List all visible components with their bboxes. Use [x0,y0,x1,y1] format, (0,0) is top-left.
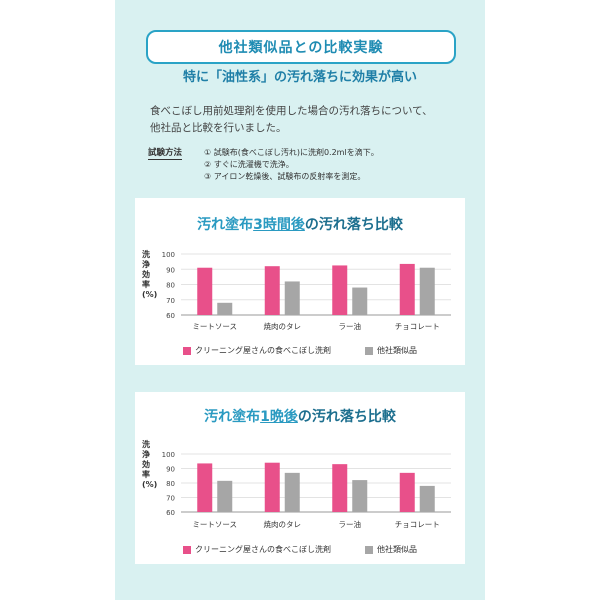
y-tick-label: 80 [166,282,175,290]
bar-ours [197,463,213,512]
y-tick-label: 90 [166,266,175,274]
y-tick-label: 60 [166,509,175,517]
chart-title-suffix: の汚れ落ち比較 [304,217,403,233]
x-category-label: ミートソース [192,322,237,331]
legend-item-ours: クリーニング屋さんの食べこぼし洗剤 [183,345,331,356]
bar-other [352,287,368,315]
y-tick-label: 60 [166,312,175,320]
bar-other [217,302,233,315]
y-tick-label: 80 [166,480,175,488]
intro-line-1: 食べこぼし用前処理剤を使用した場合の汚れ落ちについて、 [150,105,433,117]
legend-item-ours: クリーニング屋さんの食べこぼし洗剤 [183,544,331,555]
intro-line-2: 他社品と比較を行いました。 [150,122,287,134]
legend-label-ours: クリーニング屋さんの食べこぼし洗剤 [195,545,331,554]
bar-ours [399,472,415,512]
method-step-2: ② すぐに洗濯機で洗浄。 [204,160,294,169]
chart-title-highlight: 3時間後 [253,217,305,233]
method-step-3: ③ アイロン乾燥後、試験布の反射率を測定。 [204,172,366,181]
legend-item-other: 他社類似品 [365,544,417,555]
y-tick-label: 70 [166,297,175,305]
bar-ours [332,464,348,512]
legend-label-other: 他社類似品 [377,545,417,554]
legend-label-other: 他社類似品 [377,346,417,355]
legend-swatch-other [365,346,373,355]
chart-title-overnight: 汚れ塗布1晩後の汚れ落ち比較 [135,406,465,426]
page-title: 他社類似品との比較実験 [146,30,456,64]
bar-ours [264,266,280,315]
x-category-label: ミートソース [192,520,237,529]
bar-other [419,267,435,315]
chart-title-prefix: 汚れ塗布 [204,409,261,425]
bar-other [284,281,300,315]
legend-label-ours: クリーニング屋さんの食べこぼし洗剤 [195,346,331,355]
bar-ours [197,267,213,315]
y-tick-label: 90 [166,466,175,474]
method-label: 試験方法 [148,148,183,160]
bar-chart-3h: 60 70 80 90 100 ミートソース 焼肉のタレ ラー油 チョコレート [162,251,451,331]
x-category-label: ラー油 [339,519,362,529]
method-step-1: ① 試験布(食べこぼし汚れ)に洗剤0.2mlを滴下。 [204,148,379,157]
legend-swatch-ours [183,346,191,355]
x-category-label: ラー油 [339,321,362,331]
chart-legend: クリーニング屋さんの食べこぼし洗剤 他社類似品 [135,345,465,356]
chart-title-prefix: 汚れ塗布 [197,217,254,233]
x-category-label: チョコレート [395,520,440,529]
bar-ours [399,263,415,315]
chart-legend: クリーニング屋さんの食べこぼし洗剤 他社類似品 [135,544,465,555]
legend-swatch-other [365,545,373,554]
x-category-label: 焼肉のタレ [264,519,302,529]
intro-text: 食べこぼし用前処理剤を使用した場合の汚れ落ちについて、 他社品と比較を行いました… [150,103,470,137]
y-tick-label: 70 [166,495,175,503]
bar-ours [332,265,348,315]
bar-other [419,485,435,512]
bar-other [352,480,368,512]
bar-ours [264,462,280,512]
x-category-label: チョコレート [395,322,440,331]
bar-other [284,472,300,512]
bar-other [217,480,233,512]
legend-item-other: 他社類似品 [365,345,417,356]
y-tick-label: 100 [162,451,175,459]
y-axis-label: 洗浄効率(%) [142,250,158,299]
y-tick-label: 100 [162,251,175,259]
x-category-label: 焼肉のタレ [264,321,302,331]
bar-chart-overnight: 60 70 80 90 100 ミートソース 焼肉のタレ ラー油 チョコレート [162,451,451,529]
legend-swatch-ours [183,545,191,554]
page-subtitle: 特に「油性系」の汚れ落ちに効果が高い [182,70,417,85]
chart-card-3h: 汚れ塗布3時間後の汚れ落ち比較 洗浄効率(%) 60 70 80 90 100 ミートソー… [135,198,465,365]
method-steps: ① 試験布(食べこぼし汚れ)に洗剤0.2mlを滴下。 ② すぐに洗濯機で洗浄。 … [204,147,474,183]
chart-card-overnight: 汚れ塗布1晩後の汚れ落ち比較 洗浄効率(%) 60 70 80 90 100 ミートソース… [135,392,465,564]
y-axis-label: 洗浄効率(%) [142,440,158,489]
chart-title-3h: 汚れ塗布3時間後の汚れ落ち比較 [135,214,465,234]
chart-title-suffix: の汚れ落ち比較 [297,409,396,425]
chart-title-highlight: 1晩後 [260,409,298,425]
